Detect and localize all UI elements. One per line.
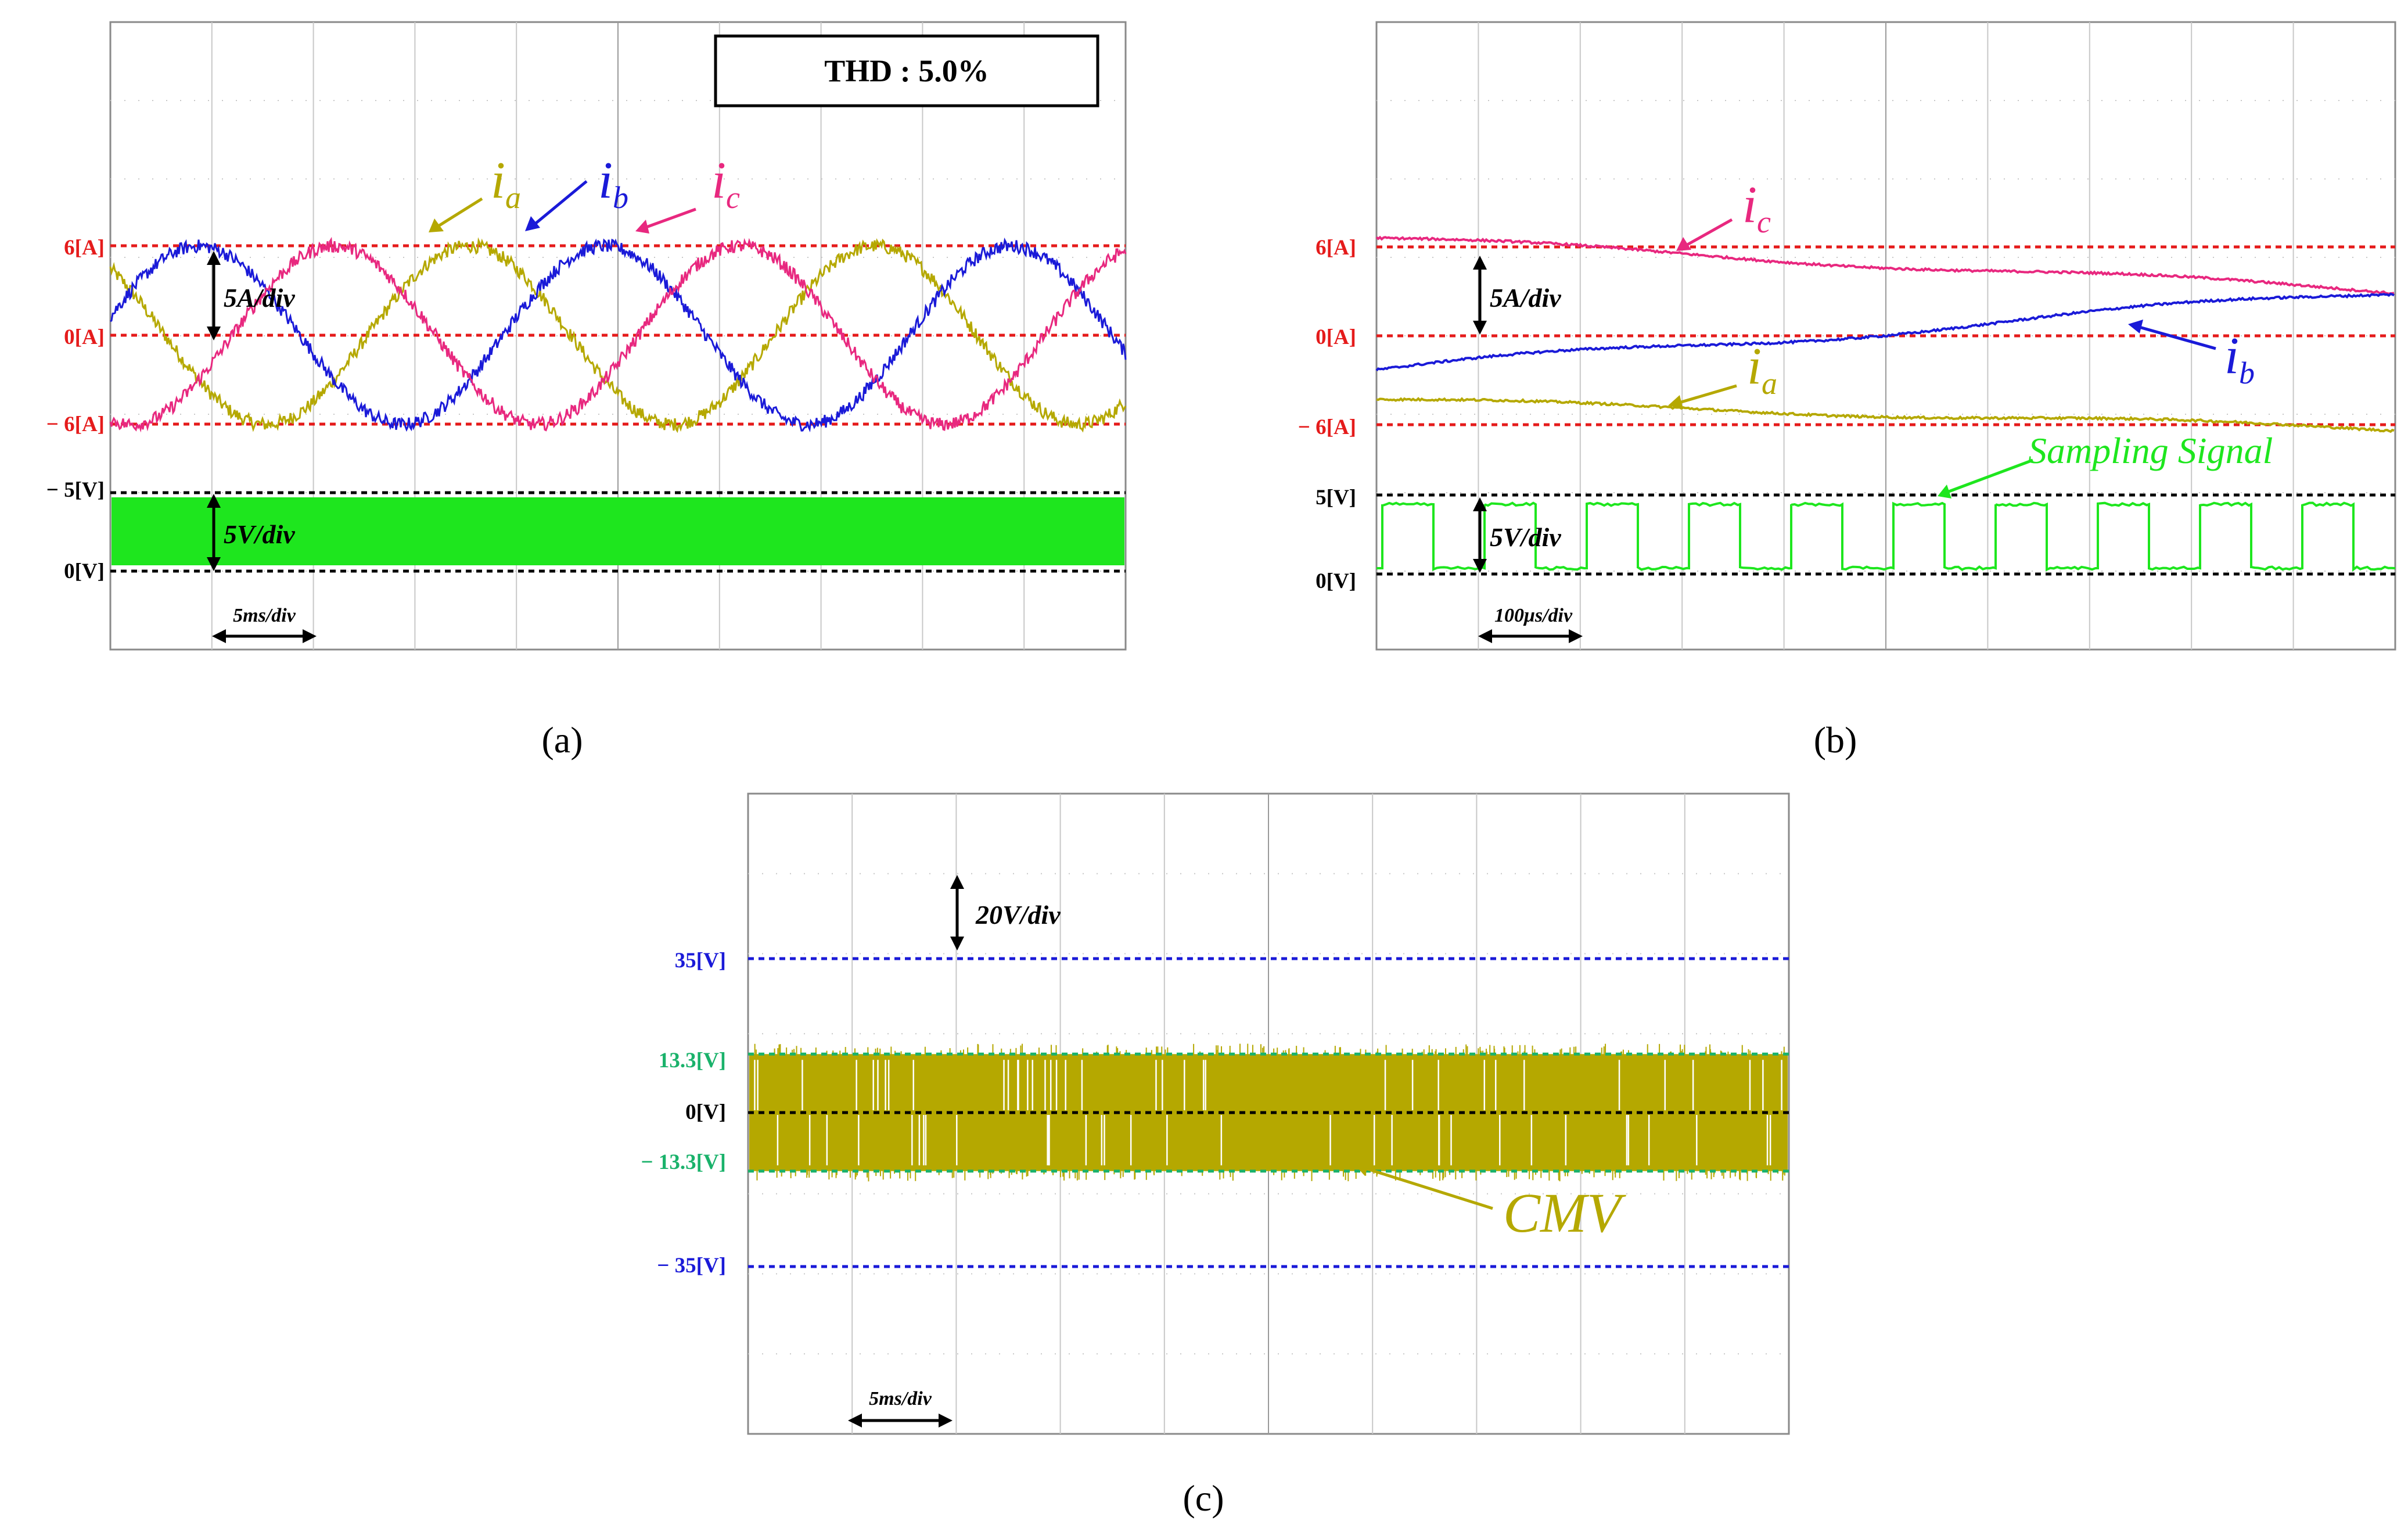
label-ic: ic [635,152,740,234]
label-ib-b: ib [2128,320,2255,390]
caption-b: (b) [1814,719,1857,761]
panel-c: 35[V] 13.3[V] 0[V] − 13.3[V] − 35[V] 20V… [641,792,1790,1519]
label-ia-b-sub: a [1762,366,1777,401]
ref-label-6A: 6[A] [64,236,105,260]
b-trace-sampling-signal [1376,501,2396,572]
voltage-scale-label-c: 20V/div [975,900,1061,930]
caption-c-letter: c [1195,1477,1212,1519]
time-scale-marker [212,629,317,643]
caption-c: (c) [1183,1477,1224,1519]
label-ic-sub: c [726,180,740,215]
ref-label-c-0V: 0[V] [685,1100,726,1124]
caption-b-letter: b [1826,719,1845,761]
sampling-signal-arrow [1938,458,2033,498]
svg-text:ic: ic [1742,176,1771,239]
a-trace-ib [110,237,1127,433]
thd-text: THD : 5.0% [824,53,989,88]
caption-a-letter: a [554,719,570,761]
label-ia-b-main: i [1747,338,1762,395]
b-trace-ib [1375,292,2395,372]
label-ic-b-sub: c [1757,205,1771,239]
ref-label-c-neg35V: − 35[V] [657,1254,726,1278]
ref-label-b-6A: 6[A] [1316,236,1356,260]
label-ia-main: i [491,152,505,209]
a-trace-ic [109,236,1127,433]
b-trace-ic [1375,235,2395,295]
ref-label-b-0V: 0[V] [1316,569,1356,593]
label-ia: ia [429,152,521,232]
current-scale-marker [207,251,221,340]
c-cmv-band [749,1054,1788,1171]
panel-b: 6[A] 0[A] − 6[A] 5[V] 0[V] 5A/div 5V/div… [1298,21,2396,761]
time-scale-label-c: 5ms/div [869,1388,932,1409]
voltage-scale-label-b: 5V/div [1490,522,1561,552]
caption-a: (a) [541,719,583,761]
label-ic-b-main: i [1742,176,1757,234]
voltage-scale-marker-c [950,875,964,950]
ref-label-b-5V: 5[V] [1316,486,1356,510]
ref-label-5V: − 5[V] [46,478,105,502]
svg-text:ia: ia [491,152,521,215]
svg-text:ic: ic [711,152,740,215]
svg-text:ib: ib [2224,327,2255,390]
a-sampling-signal-band [112,497,1124,565]
label-ib-main: i [598,152,613,209]
svg-text:ib: ib [598,152,628,215]
label-ia-sub: a [505,180,521,215]
label-ia-b: ia [1668,338,1777,409]
current-scale-label-b: 5A/div [1490,283,1561,313]
a-trace-ia [109,237,1127,433]
panel-b-reference-lines [1376,245,2395,576]
current-scale-label: 5A/div [224,283,295,313]
ref-label-b-neg6A: − 6[A] [1298,415,1356,439]
ref-label-c-35V: 35[V] [675,949,726,973]
time-scale-marker-b [1478,629,1583,643]
voltage-scale-label: 5V/div [224,519,295,549]
label-ic-main: i [711,152,726,209]
b-trace-ia [1376,397,2395,433]
ref-label-0V: 0[V] [64,559,105,583]
sampling-signal-label: Sampling Signal [2028,430,2273,471]
current-scale-marker-b [1473,256,1487,335]
ref-label-c-neg13V: − 13.3[V] [641,1150,726,1174]
label-ib-sub: b [613,180,628,215]
label-ib: ib [525,152,628,231]
panel-b-traces [1375,235,2396,572]
thd-box [714,34,1099,107]
label-ib-b-main: i [2224,327,2239,385]
label-ic-b: ic [1676,176,1771,251]
time-scale-label: 5ms/div [233,605,296,626]
cmv-label: CMV [1503,1182,1626,1244]
time-scale-marker-c [848,1414,953,1427]
time-scale-label-b: 100μs/div [1494,605,1573,626]
svg-text:ia: ia [1747,338,1777,401]
ref-label-b-0A: 0[A] [1316,325,1356,349]
voltage-scale-marker [207,494,221,571]
panel-a: THD : 5.0% 6[A] 0[A] − 6[A] − 5[V] 0[V] … [46,21,1127,761]
voltage-scale-marker-b [1473,497,1487,573]
cmv-arrow [1354,1162,1493,1210]
panel-a-traces [109,236,1127,565]
ref-label-neg6A: − 6[A] [46,413,105,436]
panel-c-traces [749,1043,1788,1182]
ref-label-0A: 0[A] [64,325,105,349]
ref-label-c-13V: 13.3[V] [659,1049,726,1073]
label-ib-b-sub: b [2239,356,2255,390]
